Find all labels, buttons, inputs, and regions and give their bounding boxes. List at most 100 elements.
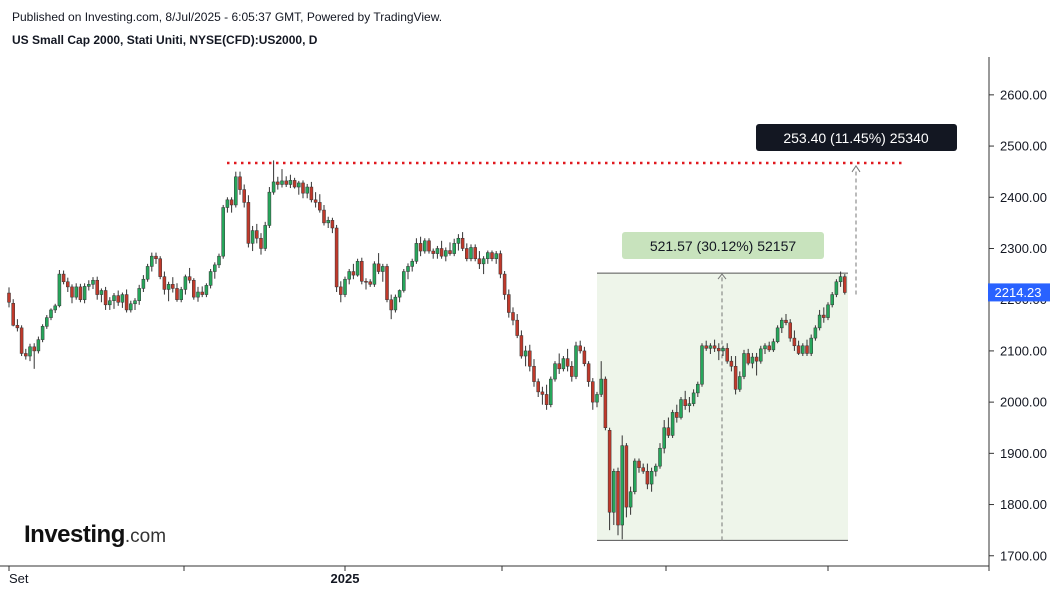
candle-body — [502, 273, 507, 295]
candle-body — [742, 353, 746, 377]
candle-body — [217, 255, 221, 266]
candle-body — [234, 176, 238, 206]
candle-body — [263, 225, 267, 249]
candle-body — [729, 360, 734, 367]
candle-body — [456, 237, 461, 244]
candle-body — [679, 399, 683, 418]
y-tick-label: 1700.00 — [1000, 548, 1047, 563]
candle-body — [158, 258, 162, 277]
candle-body — [171, 284, 175, 289]
candle-body — [486, 252, 490, 259]
y-tick-label: 2500.00 — [1000, 139, 1047, 154]
candle-body — [595, 394, 599, 403]
candle-body — [385, 266, 389, 300]
candle-body — [250, 230, 255, 244]
candle-body — [498, 253, 503, 275]
candle-body — [87, 284, 91, 287]
candle-body — [280, 180, 284, 185]
candle-body — [607, 430, 612, 513]
candle-body — [24, 353, 28, 357]
candle-body — [82, 286, 87, 300]
candle-body — [330, 220, 335, 229]
candle-body — [15, 325, 20, 329]
candle-body — [99, 290, 104, 295]
candle-body — [775, 327, 780, 342]
chart-title: US Small Cap 2000, Stati Uniti, NYSE(CFD… — [12, 33, 318, 47]
y-tick-label: 2100.00 — [1000, 343, 1047, 358]
candle-body — [57, 273, 62, 307]
candle-body — [733, 366, 738, 390]
candle-body — [687, 403, 692, 406]
candle-body — [61, 273, 66, 283]
candle-body — [523, 350, 528, 357]
candle-body — [179, 289, 183, 300]
candle-body — [507, 294, 511, 313]
candle-body — [666, 427, 671, 436]
candle-body — [637, 460, 641, 468]
candle-body — [700, 345, 704, 385]
candle-body — [381, 266, 385, 272]
candle-body — [448, 250, 452, 254]
candle-body — [103, 290, 108, 306]
candle-body — [288, 180, 293, 185]
candle-body — [414, 243, 419, 262]
candle-body — [351, 271, 356, 276]
candle-body — [473, 247, 477, 259]
candle-body — [95, 279, 99, 295]
candle-body — [418, 243, 423, 252]
candle-body — [120, 294, 125, 303]
candle-body — [725, 348, 729, 362]
candle-body — [683, 399, 687, 406]
candle-body — [565, 358, 570, 367]
candle-body — [561, 358, 566, 370]
candle-body — [826, 304, 830, 318]
candle-body — [582, 350, 587, 364]
candle-body — [221, 207, 225, 257]
candle-body — [360, 261, 364, 282]
candle-body — [574, 345, 578, 377]
last-price-label: 2214.23 — [995, 285, 1042, 300]
candle-body — [339, 286, 343, 295]
candle-body — [305, 186, 309, 194]
candle-body — [759, 348, 763, 362]
candle-body — [444, 250, 448, 257]
candle-body — [477, 258, 482, 265]
candle-body — [108, 300, 112, 306]
candle-body — [494, 253, 498, 259]
candle-body — [570, 366, 574, 377]
candle-body — [133, 300, 137, 305]
last-price-tag — [988, 283, 1050, 302]
candle-body — [137, 288, 141, 301]
candle-body — [696, 383, 700, 394]
candle-body — [166, 284, 171, 290]
candle-body — [708, 345, 713, 349]
candle-body — [276, 181, 280, 185]
candle-body — [767, 345, 771, 351]
candle-body — [754, 356, 759, 362]
candle-body — [53, 305, 57, 311]
candle-body — [255, 230, 259, 239]
candle-body — [292, 180, 297, 188]
candle-body — [343, 278, 347, 295]
measure-label: 253.40 (11.45%) 25340 — [756, 124, 957, 151]
candle-body — [431, 250, 435, 254]
candle-body — [301, 182, 305, 194]
candle-body — [229, 199, 234, 206]
candle-body — [200, 291, 204, 295]
overlays-group: 521.57 (30.12%) 52157 253.40 (11.45%) 253… — [227, 124, 957, 295]
candle-body — [536, 381, 540, 393]
y-axis: 1700.001800.001900.002000.002100.002200.… — [988, 57, 1050, 566]
candle-body — [801, 345, 805, 354]
candle-body — [267, 191, 272, 226]
candle-body — [511, 312, 515, 321]
candle-body — [406, 266, 410, 272]
candle-body — [439, 248, 444, 257]
candle-body — [704, 345, 708, 349]
candle-body — [183, 276, 188, 290]
candle-body — [423, 240, 427, 252]
candle-body — [691, 392, 696, 404]
candle-body — [465, 248, 469, 259]
candle-body — [645, 471, 650, 485]
candle-body — [427, 240, 431, 252]
